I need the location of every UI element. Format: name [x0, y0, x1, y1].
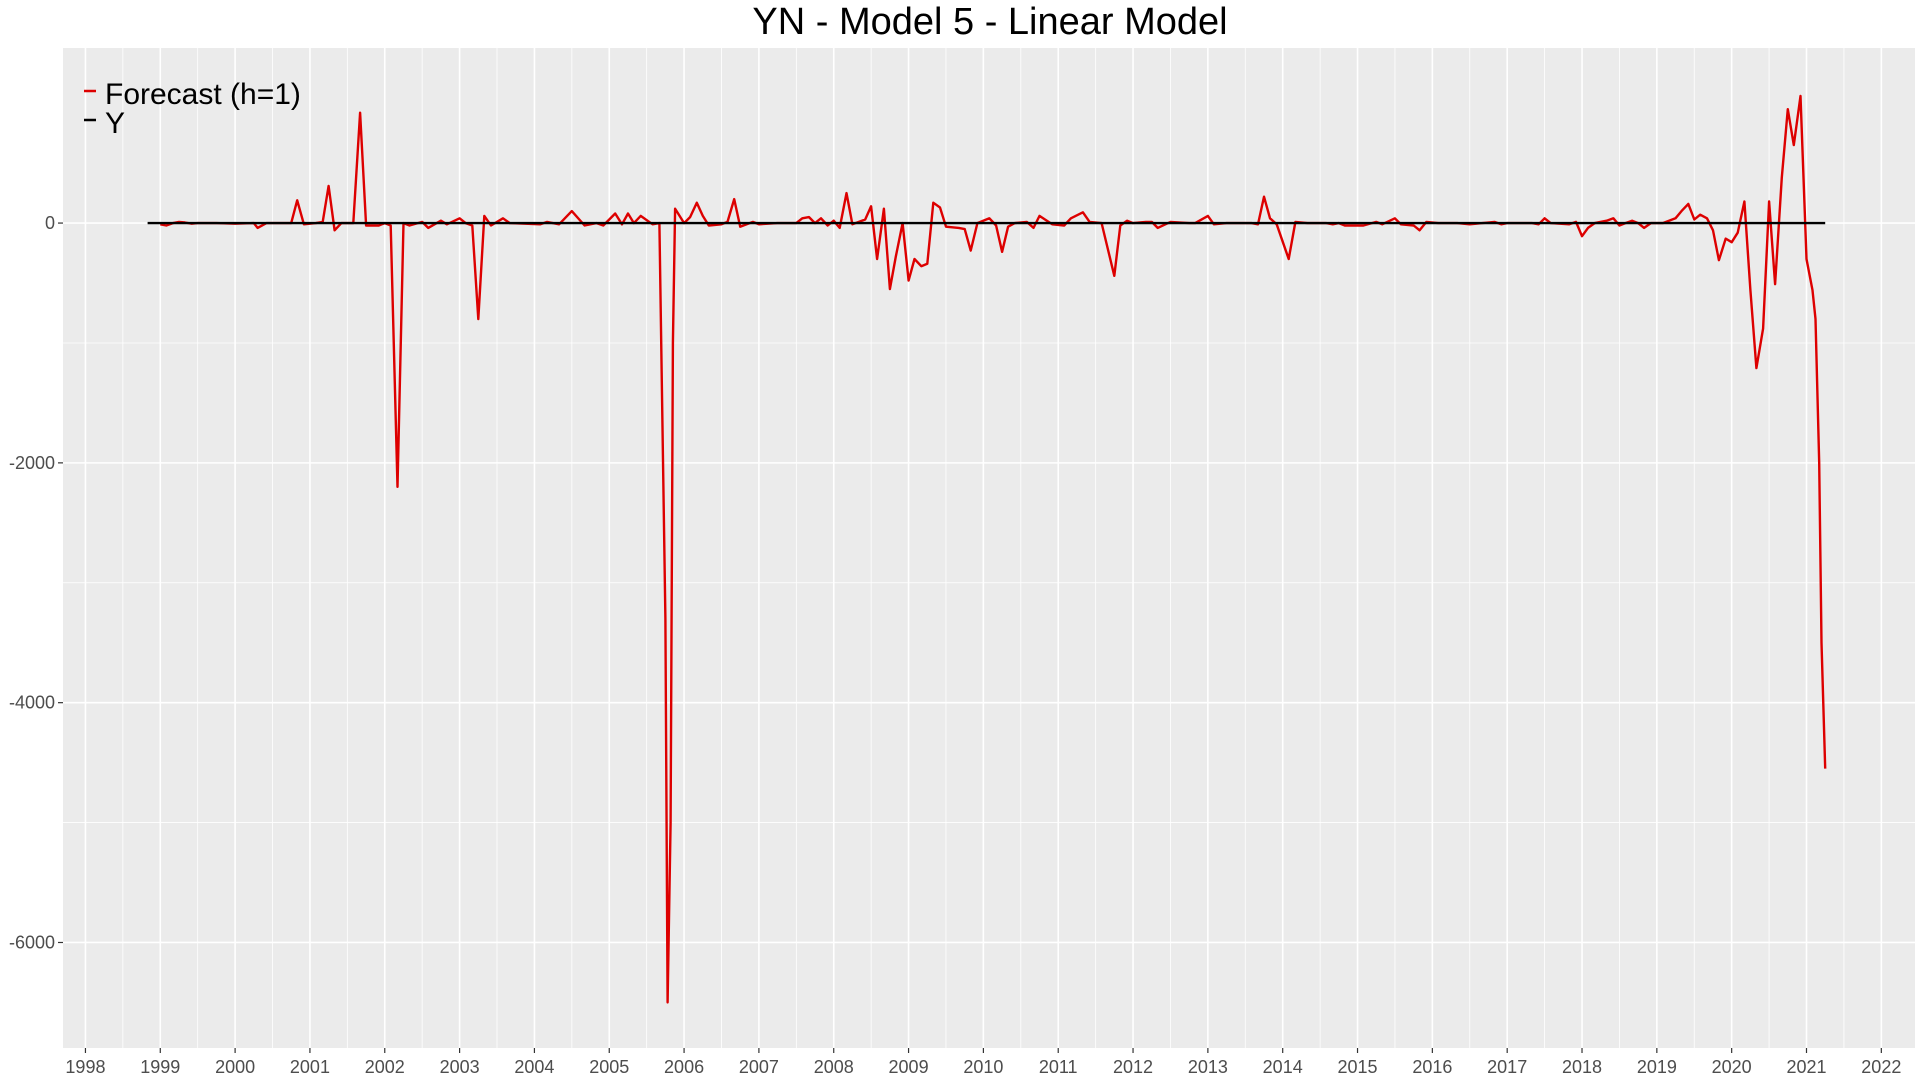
grid-lines [63, 48, 1915, 1048]
x-tick-label: 2009 [889, 1057, 929, 1077]
x-tick-label: 2016 [1412, 1057, 1452, 1077]
x-tick-label: 2022 [1861, 1057, 1901, 1077]
x-tick-label: 2008 [814, 1057, 854, 1077]
x-tick-label: 2002 [365, 1057, 405, 1077]
x-tick-label: 2015 [1338, 1057, 1378, 1077]
legend: Forecast (h=1) Y [84, 78, 301, 140]
chart-title: YN - Model 5 - Linear Model [752, 1, 1227, 43]
y-tick-label: 0 [45, 213, 55, 233]
x-tick-label: 2012 [1113, 1057, 1153, 1077]
plot-panel [63, 48, 1915, 1048]
y-tick-label: -2000 [9, 453, 55, 473]
x-tick-label: 2005 [589, 1057, 629, 1077]
x-tick-label: 2011 [1039, 1057, 1078, 1077]
axis-labels: 1998 1999 2000 2001 2002 2003 2004 2005 2006 2007… [9, 213, 1901, 1077]
x-tick-label: 2007 [739, 1057, 779, 1077]
x-tick-label: 2021 [1786, 1057, 1826, 1077]
series-layer [147, 94, 1827, 1004]
x-tick-label: 2006 [664, 1057, 704, 1077]
x-tick-label: 2004 [514, 1057, 554, 1077]
x-tick-label: 2001 [290, 1057, 330, 1077]
x-tick-label: 1998 [65, 1057, 105, 1077]
x-tick-label: 2003 [440, 1057, 480, 1077]
legend-label-y: Y [105, 107, 125, 140]
x-tick-label: 2013 [1188, 1057, 1228, 1077]
legend-label-forecast: Forecast (h=1) [105, 78, 301, 111]
x-tick-label: 2020 [1712, 1057, 1752, 1077]
x-tick-label: 2010 [963, 1057, 1003, 1077]
x-tick-label: 2019 [1637, 1057, 1677, 1077]
x-tick-label: 2014 [1263, 1057, 1303, 1077]
y-tick-label: -4000 [9, 693, 55, 713]
x-tick-label: 2000 [215, 1057, 255, 1077]
x-tick-label: 1999 [140, 1057, 180, 1077]
x-tick-label: 2018 [1562, 1057, 1602, 1077]
y-tick-label: -6000 [9, 932, 55, 952]
x-tick-label: 2017 [1487, 1057, 1527, 1077]
